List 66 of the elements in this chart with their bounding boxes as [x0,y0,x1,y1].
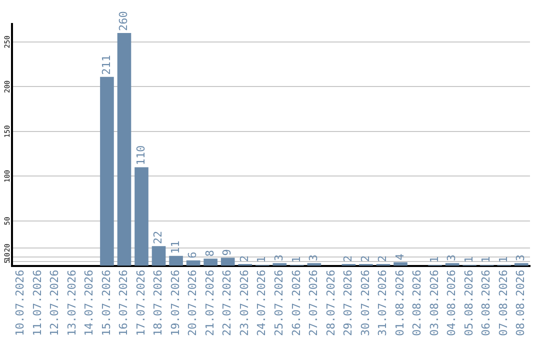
bar [220,258,235,266]
bar [169,256,183,266]
x-tick-label: 07.08.2026 [496,270,510,336]
bar [204,258,218,266]
data-label: 2 [238,255,251,262]
data-label: 8 [203,250,216,257]
data-label: 1 [462,256,476,263]
x-tick-label: 13.07.2026 [65,270,78,336]
x-tick-label: 08.08.2026 [514,270,528,336]
bar [152,246,166,266]
x-tick-label: 22.07.2026 [220,270,234,336]
bar [134,167,148,266]
bar [117,32,132,266]
x-tick-label: 27.07.2026 [307,270,320,336]
x-tick-label: 23.07.2026 [238,270,251,336]
data-label: 2 [342,255,355,262]
bar [307,263,322,266]
data-label: 1 [428,256,441,263]
x-tick-label: 10.07.2026 [13,270,26,336]
x-tick-label: 16.07.2026 [117,270,130,336]
data-label: 1 [480,256,493,263]
data-label: 110 [134,145,148,166]
data-label: 1 [496,256,510,263]
bar [514,263,528,266]
data-label: 3 [307,254,320,262]
x-tick-label: 06.08.2026 [480,270,493,336]
x-tick-label: 21.07.2026 [203,270,216,336]
data-label: 22 [152,230,165,244]
data-label: 2 [376,255,390,262]
x-tick-label: 24.07.2026 [255,270,268,336]
data-label: 11 [168,240,182,254]
x-tick-label: 03.08.2026 [428,270,441,336]
data-label: 3 [514,254,528,262]
data-label: 1 [290,256,303,263]
x-tick-label: 19.07.2026 [168,270,182,336]
x-tick-label: 28.07.2026 [324,270,338,336]
x-tick-label: 18.07.2026 [152,270,165,336]
bar [272,263,287,266]
bar [100,76,114,266]
x-tick-label: 12.07.2026 [48,270,62,336]
x-tick-label: 17.07.2026 [134,270,148,336]
data-label: 260 [117,11,130,31]
bar [186,260,200,266]
x-tick-label: 01.08.2026 [393,270,406,336]
x-tick-label: 04.08.2026 [445,270,458,336]
bar [445,263,460,266]
x-tick-label: 25.07.2026 [272,270,286,336]
x-tick-label: 11.07.2026 [30,270,44,336]
x-tick-label: 20.07.2026 [186,270,200,336]
x-tick-label: 31.07.2026 [376,270,390,336]
data-label: 3 [445,254,458,262]
x-tick-label: 15.07.2026 [100,270,113,336]
x-tick-label: 14.07.2026 [82,270,96,336]
data-label: 3 [272,254,286,262]
data-label: 6 [186,252,200,258]
data-label: 4 [393,253,406,260]
data-label: 1 [255,256,268,263]
data-label: 2 [358,255,372,262]
x-tick-label: 26.07.2026 [290,270,303,336]
data-label: 9 [220,249,234,256]
x-tick-label: 05.08.2026 [462,270,476,336]
x-tick-label: 02.08.2026 [410,270,424,336]
bar [394,262,408,266]
x-tick-label: 30.07.2026 [358,270,372,336]
x-tick-label: 29.07.2026 [342,270,355,336]
data-label: 211 [100,54,113,75]
